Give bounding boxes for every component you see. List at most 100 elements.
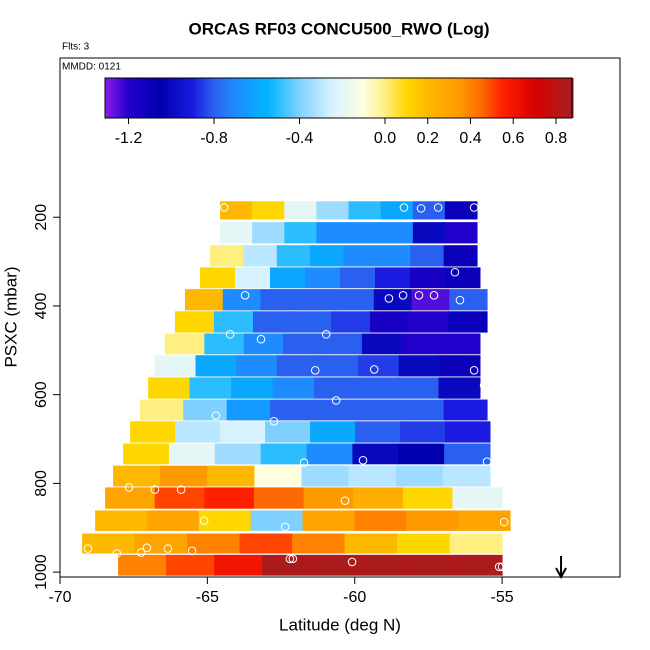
colorbar-slice [409,78,412,118]
colorbar-slice [257,78,260,118]
flight-point [469,203,479,212]
colorbar-slice [307,78,310,118]
heat-cell [198,510,252,531]
heat-cell [226,399,271,421]
colorbar-slice [379,78,382,118]
colorbar-slice [229,78,232,118]
heat-cell [239,533,293,554]
heat-cell [343,245,378,267]
colorbar-slice [155,78,158,118]
colorbar-slice [433,78,436,118]
colorbar-slice [295,78,298,118]
colorbar-slice [273,78,276,118]
colorbar-slice [543,78,546,118]
colorbar-slice [137,78,140,118]
heat-cell [189,377,232,399]
colorbar-slice [401,78,404,118]
colorbar-slice [407,78,410,118]
colorbar-slice [343,78,346,118]
plot-frame [59,57,621,578]
annotation: MMDD: 0121 [62,62,121,73]
colorbar-slice [125,78,128,118]
heat-cell [164,333,205,355]
heat-cell [401,333,442,355]
colorbar-frame [104,77,573,119]
colorbar-slice [337,78,340,118]
colorbar-slice [213,78,216,118]
colorbar-slice [455,78,458,118]
colorbar-slice [287,78,290,118]
flight-point [256,334,266,344]
flight-point [433,203,443,212]
colorbar-slice [247,78,250,118]
colorbar-slice [503,78,506,118]
colorbar-slice [269,78,272,118]
colorbar-slice [531,78,534,118]
colorbar-slice [385,78,388,118]
colorbar-slice [509,78,512,118]
colorbar-slice [171,78,174,118]
heat-cell [254,465,303,487]
colorbar-slice [507,78,510,118]
heat-cell [222,289,261,311]
colorbar-slice [205,78,208,118]
heat-cell [220,421,266,443]
colorbar-slice [489,78,492,118]
colorbar-slice [209,78,212,118]
heat-cell [442,465,491,487]
heat-cell [260,289,299,311]
heat-cell [355,377,398,399]
heat-cell [154,487,205,509]
flight-point [269,417,279,426]
heat-cell [105,487,156,509]
colorbar-slice [199,78,202,118]
heat-cell [301,465,350,487]
colorbar-slice [389,78,392,118]
colorbar-slice [225,78,228,118]
colorbar-slice [431,78,434,118]
heat-cell [284,222,317,244]
colorbar-slice [471,78,474,118]
heat-cell [210,245,244,267]
flight-point [199,516,209,525]
colorbar-slice [119,78,122,118]
colorbar-tick-label: -0.4 [286,130,314,147]
colorbar-slice [117,78,120,118]
flight-point [310,365,320,375]
subtitle: Flts: 3 [62,42,90,53]
colorbar-slice [349,78,352,118]
colorbar-slice [139,78,142,118]
colorbar-slice [227,78,230,118]
arrow-head [555,567,567,580]
heat-cell [270,267,306,289]
colorbar-slice [215,78,218,118]
colorbar-slice [505,78,508,118]
x-tick-label: -55 [491,589,514,606]
colorbar-slice [345,78,348,118]
heat-cell [235,267,271,289]
flight-point [469,365,479,375]
heat-cell [123,443,170,465]
colorbar-slice [403,78,406,118]
colorbar-slice [363,78,366,118]
y-tick-label: 200 [33,204,50,231]
flight-point [414,291,424,300]
colorbar-slice [293,78,296,118]
heat-cell [187,533,241,554]
colorbar-slice [325,78,328,118]
colorbar-tick-label: -0.8 [200,130,228,147]
colorbar-slice [241,78,244,118]
colorbar-slice [487,78,490,118]
colorbar-slice [405,78,408,118]
flight-point [450,267,460,277]
flight-point [384,294,394,303]
colorbar-slice [159,78,162,118]
colorbar-slice [255,78,258,118]
colorbar-slice [361,78,364,118]
flight-point [358,456,368,465]
colorbar-slice [525,78,528,118]
colorbar-slice [423,78,426,118]
heat-cell [284,201,317,220]
colorbar-slice [331,78,334,118]
colorbar-slice [497,78,500,118]
